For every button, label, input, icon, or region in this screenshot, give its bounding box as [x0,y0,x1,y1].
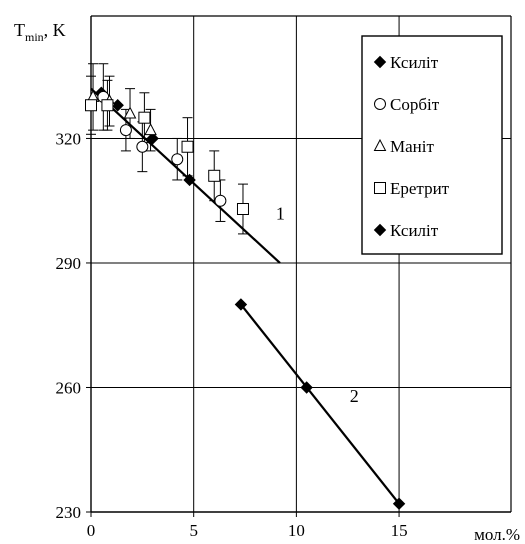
legend-marker [374,98,386,110]
data-point [300,381,313,394]
x-tick-label: 0 [87,521,96,540]
y-tick-label: 320 [56,129,82,148]
data-point [236,203,249,216]
data-point [136,140,149,153]
data-point [119,124,132,137]
legend-label: Ксиліт [390,221,439,240]
fit-lines: 12 [90,87,400,505]
data-point [85,99,97,112]
legend-marker [373,138,387,151]
y-axis-label-main: T [14,20,25,40]
fit-line [240,303,400,505]
data-point [214,194,227,207]
legend-marker [373,55,387,69]
axes [86,15,512,517]
x-tick-label: 5 [189,521,198,540]
legend-label: Ксиліт [390,53,439,72]
y-tick-label: 260 [56,378,82,397]
data-point [392,497,406,510]
data-point [181,140,194,153]
y-axis-label: Tmin, K [14,20,66,44]
data-point [138,111,151,124]
y-tick-label: 230 [56,503,82,522]
data-point [234,298,248,311]
x-axis-label: мол.% [474,525,520,544]
legend-marker [374,182,386,194]
y-tick-label: 290 [56,254,82,273]
data-point [208,169,221,182]
data-points [85,86,406,510]
data-point [171,153,184,166]
data-point [123,106,137,119]
y-axis-label-sub: min [25,30,44,44]
fit-line-label: 1 [276,203,285,223]
data-point [101,99,114,112]
legend-marker [373,223,387,237]
data-point [144,123,157,136]
data-point [183,173,196,187]
legend: Ксиліт Сорбіт Маніт Еретрит Ксиліт [361,35,503,255]
tick-labels: 0 5 10 15 230 260 290 320 [56,129,408,540]
y-axis-label-unit: , K [44,20,66,40]
legend-label: Сорбіт [390,95,440,114]
legend-label: Маніт [390,137,434,156]
error-bars [86,63,248,235]
fit-line-label: 2 [350,386,359,406]
legend-label: Еретрит [390,179,450,198]
x-tick-label: 10 [288,521,305,540]
legend-box [361,35,503,255]
data-point [146,132,159,145]
x-tick-label: 15 [391,521,408,540]
